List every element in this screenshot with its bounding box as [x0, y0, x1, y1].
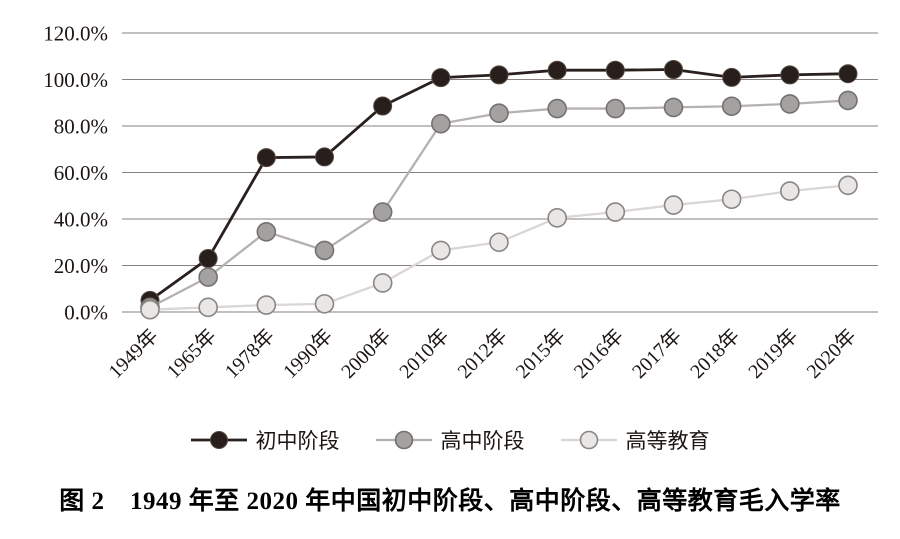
legend-item-higher-education: 高等教育 [560, 425, 710, 455]
data-point-junior-secondary [489, 65, 509, 85]
x-tick-label: 2000年 [337, 324, 396, 383]
data-point-higher-education [314, 294, 335, 314]
data-point-junior-secondary [256, 148, 276, 168]
data-point-senior-secondary [547, 98, 567, 119]
x-tick-label: 2018年 [686, 324, 745, 383]
data-point-junior-secondary [664, 60, 684, 80]
data-point-senior-secondary [198, 267, 218, 287]
legend-dot-higher-education [579, 430, 598, 450]
legend-dot-senior-secondary [394, 430, 413, 450]
data-point-junior-secondary [838, 64, 858, 84]
x-tick-label: 2016年 [569, 324, 628, 383]
data-point-senior-secondary [838, 90, 858, 111]
data-point-senior-secondary [721, 96, 742, 117]
data-point-junior-secondary [198, 249, 218, 269]
y-tick-label: 120.0% [43, 21, 108, 45]
series-line-senior-secondary [149, 99, 849, 309]
data-point-junior-secondary [780, 65, 800, 85]
data-point-junior-secondary [722, 67, 742, 87]
data-point-junior-secondary [315, 147, 335, 167]
y-tick-label: 40.0% [54, 207, 108, 231]
legend-item-senior-secondary: 高中阶段 [375, 425, 525, 455]
data-point-senior-secondary [489, 103, 509, 124]
data-point-higher-education [431, 240, 451, 261]
y-tick-label: 100.0% [43, 68, 108, 92]
data-point-higher-education [140, 299, 160, 320]
data-point-higher-education [256, 295, 277, 315]
data-point-senior-secondary [780, 94, 800, 114]
data-point-junior-secondary [431, 68, 451, 88]
data-point-senior-secondary [663, 97, 684, 118]
x-tick-label: 1965年 [162, 324, 221, 383]
data-point-higher-education [372, 273, 393, 293]
x-tick-label: 2012年 [453, 324, 512, 383]
legend-marker-junior-secondary [190, 431, 247, 449]
data-point-higher-education [838, 175, 858, 196]
data-point-higher-education [198, 297, 218, 318]
legend-dot-junior-secondary [209, 431, 228, 449]
y-tick-label: 20.0% [54, 254, 108, 278]
legend-item-junior-secondary: 初中阶段 [190, 425, 340, 455]
x-tick-label: 2015年 [511, 324, 570, 383]
data-point-senior-secondary [256, 221, 277, 242]
data-point-junior-secondary [605, 60, 625, 80]
legend-label-higher-education: 高等教育 [625, 429, 710, 453]
x-tick-label: 2020年 [802, 324, 861, 383]
legend-label-senior-secondary: 高中阶段 [440, 429, 525, 453]
enrollment-line-chart: 0.0% 20.0% 40.0% 60.0% 80.0% 100.0% 120.0% 1949… [43, 21, 878, 383]
data-point-junior-secondary [373, 96, 393, 116]
x-tick-label: 1949年 [104, 324, 163, 383]
data-point-higher-education [721, 189, 742, 210]
figure-caption: 图 2 1949 年至 2020 年中国初中阶段、高中阶段、高等教育毛入学率 [59, 488, 841, 515]
data-point-junior-secondary [547, 60, 567, 80]
x-tick-label: 2017年 [627, 324, 686, 383]
chart-legend: 初中阶段 高中阶段 高等教育 [0, 421, 900, 459]
legend-marker-higher-education [560, 430, 617, 450]
data-point-higher-education [489, 232, 509, 253]
x-tick-label: 1990年 [278, 324, 337, 383]
data-point-higher-education [780, 181, 800, 201]
y-tick-label: 80.0% [54, 114, 108, 138]
x-tick-label: 1978年 [220, 324, 279, 383]
data-point-higher-education [605, 202, 626, 222]
x-tick-label: 2019年 [744, 324, 803, 383]
data-point-senior-secondary [314, 240, 335, 261]
data-point-senior-secondary [431, 113, 451, 134]
y-tick-label: 60.0% [54, 161, 108, 185]
data-point-higher-education [547, 208, 567, 228]
legend-marker-senior-secondary [375, 430, 432, 450]
data-point-senior-secondary [372, 202, 393, 222]
data-point-higher-education [663, 195, 684, 215]
x-tick-label: 2010年 [395, 324, 454, 383]
y-tick-label: 0.0% [64, 300, 108, 324]
legend-label-junior-secondary: 初中阶段 [255, 429, 340, 453]
data-point-senior-secondary [605, 98, 626, 119]
